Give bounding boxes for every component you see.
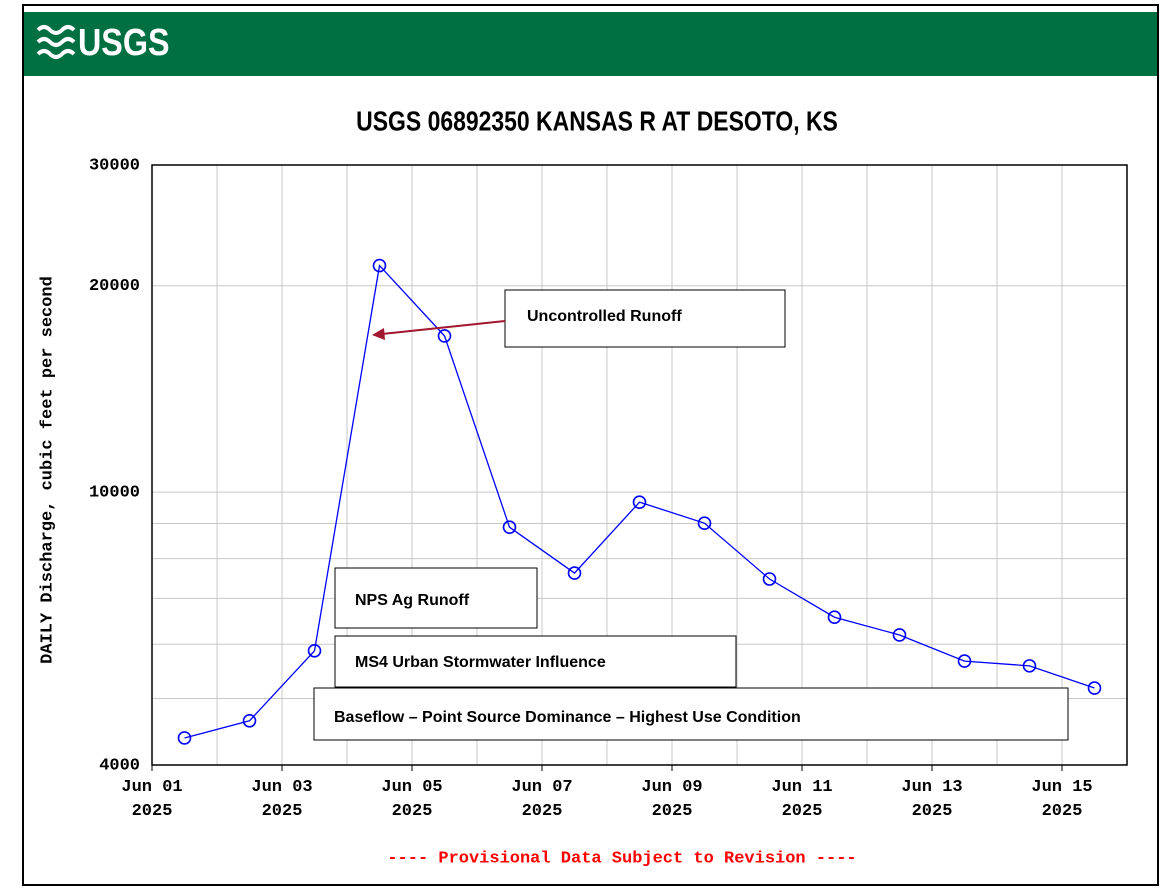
data-point — [242, 714, 257, 728]
data-point — [762, 572, 777, 586]
data-point — [1022, 659, 1037, 673]
annotation-box — [334, 567, 538, 629]
arrow — [381, 320, 506, 335]
annotation: MS4 Urban Stormwater Influence — [355, 654, 606, 671]
annotation: Baseflow – Point Source Dominance – High… — [334, 709, 801, 726]
annotations: Uncontrolled Runoff NPS Ag Runoff MS4 Ur… — [313, 289, 1069, 741]
x-tick-label: Jun 05 2025 — [381, 778, 443, 821]
x-tick-label: Jun 11 2025 — [771, 778, 833, 821]
annotation: Uncontrolled Runoff — [527, 308, 682, 325]
header-band — [24, 12, 1157, 76]
y-tick-label: 20000 — [89, 277, 140, 296]
data-point — [892, 628, 907, 642]
annotation-box — [313, 687, 1069, 741]
data-point — [1087, 681, 1102, 695]
x-tick-label: Jun 09 2025 — [641, 778, 703, 821]
data-point — [632, 495, 647, 509]
x-tick-label: Jun 03 2025 — [251, 778, 313, 821]
data-point — [307, 643, 322, 658]
x-tick-label: Jun 15 2025 — [1031, 778, 1093, 821]
y-tick-label: 10000 — [89, 484, 140, 503]
plot-border — [151, 164, 1128, 766]
data-point — [372, 258, 387, 273]
data-point — [177, 731, 192, 745]
x-tick-label: Jun 07 2025 — [511, 778, 573, 821]
annotation: NPS Ag Runoff — [355, 592, 470, 609]
data-point — [567, 566, 582, 580]
series-line — [184, 264, 1095, 739]
data-point — [957, 654, 972, 668]
chart-title: USGS 06892350 KANSAS R AT DESOTO, KS — [356, 106, 838, 137]
x-tick-label: Jun 13 2025 — [901, 778, 963, 821]
annotation-box — [334, 635, 737, 688]
logo-waves — [36, 25, 76, 59]
provisional-note: ---- Provisional Data Subject to Revisio… — [387, 849, 856, 868]
data-point — [502, 520, 517, 534]
logo: USGS — [78, 22, 170, 64]
data-point — [437, 329, 452, 343]
annotation-box — [504, 289, 786, 348]
x-tick-label: Jun 01 2025 — [121, 778, 183, 821]
y-axis-label: DAILY Discharge, cubic feet per second — [38, 276, 57, 664]
y-tick-label: 4000 — [99, 756, 140, 775]
arrow-head — [372, 328, 385, 340]
data-point — [697, 516, 712, 530]
y-tick-label: 30000 — [89, 156, 140, 175]
data-point — [827, 610, 842, 625]
